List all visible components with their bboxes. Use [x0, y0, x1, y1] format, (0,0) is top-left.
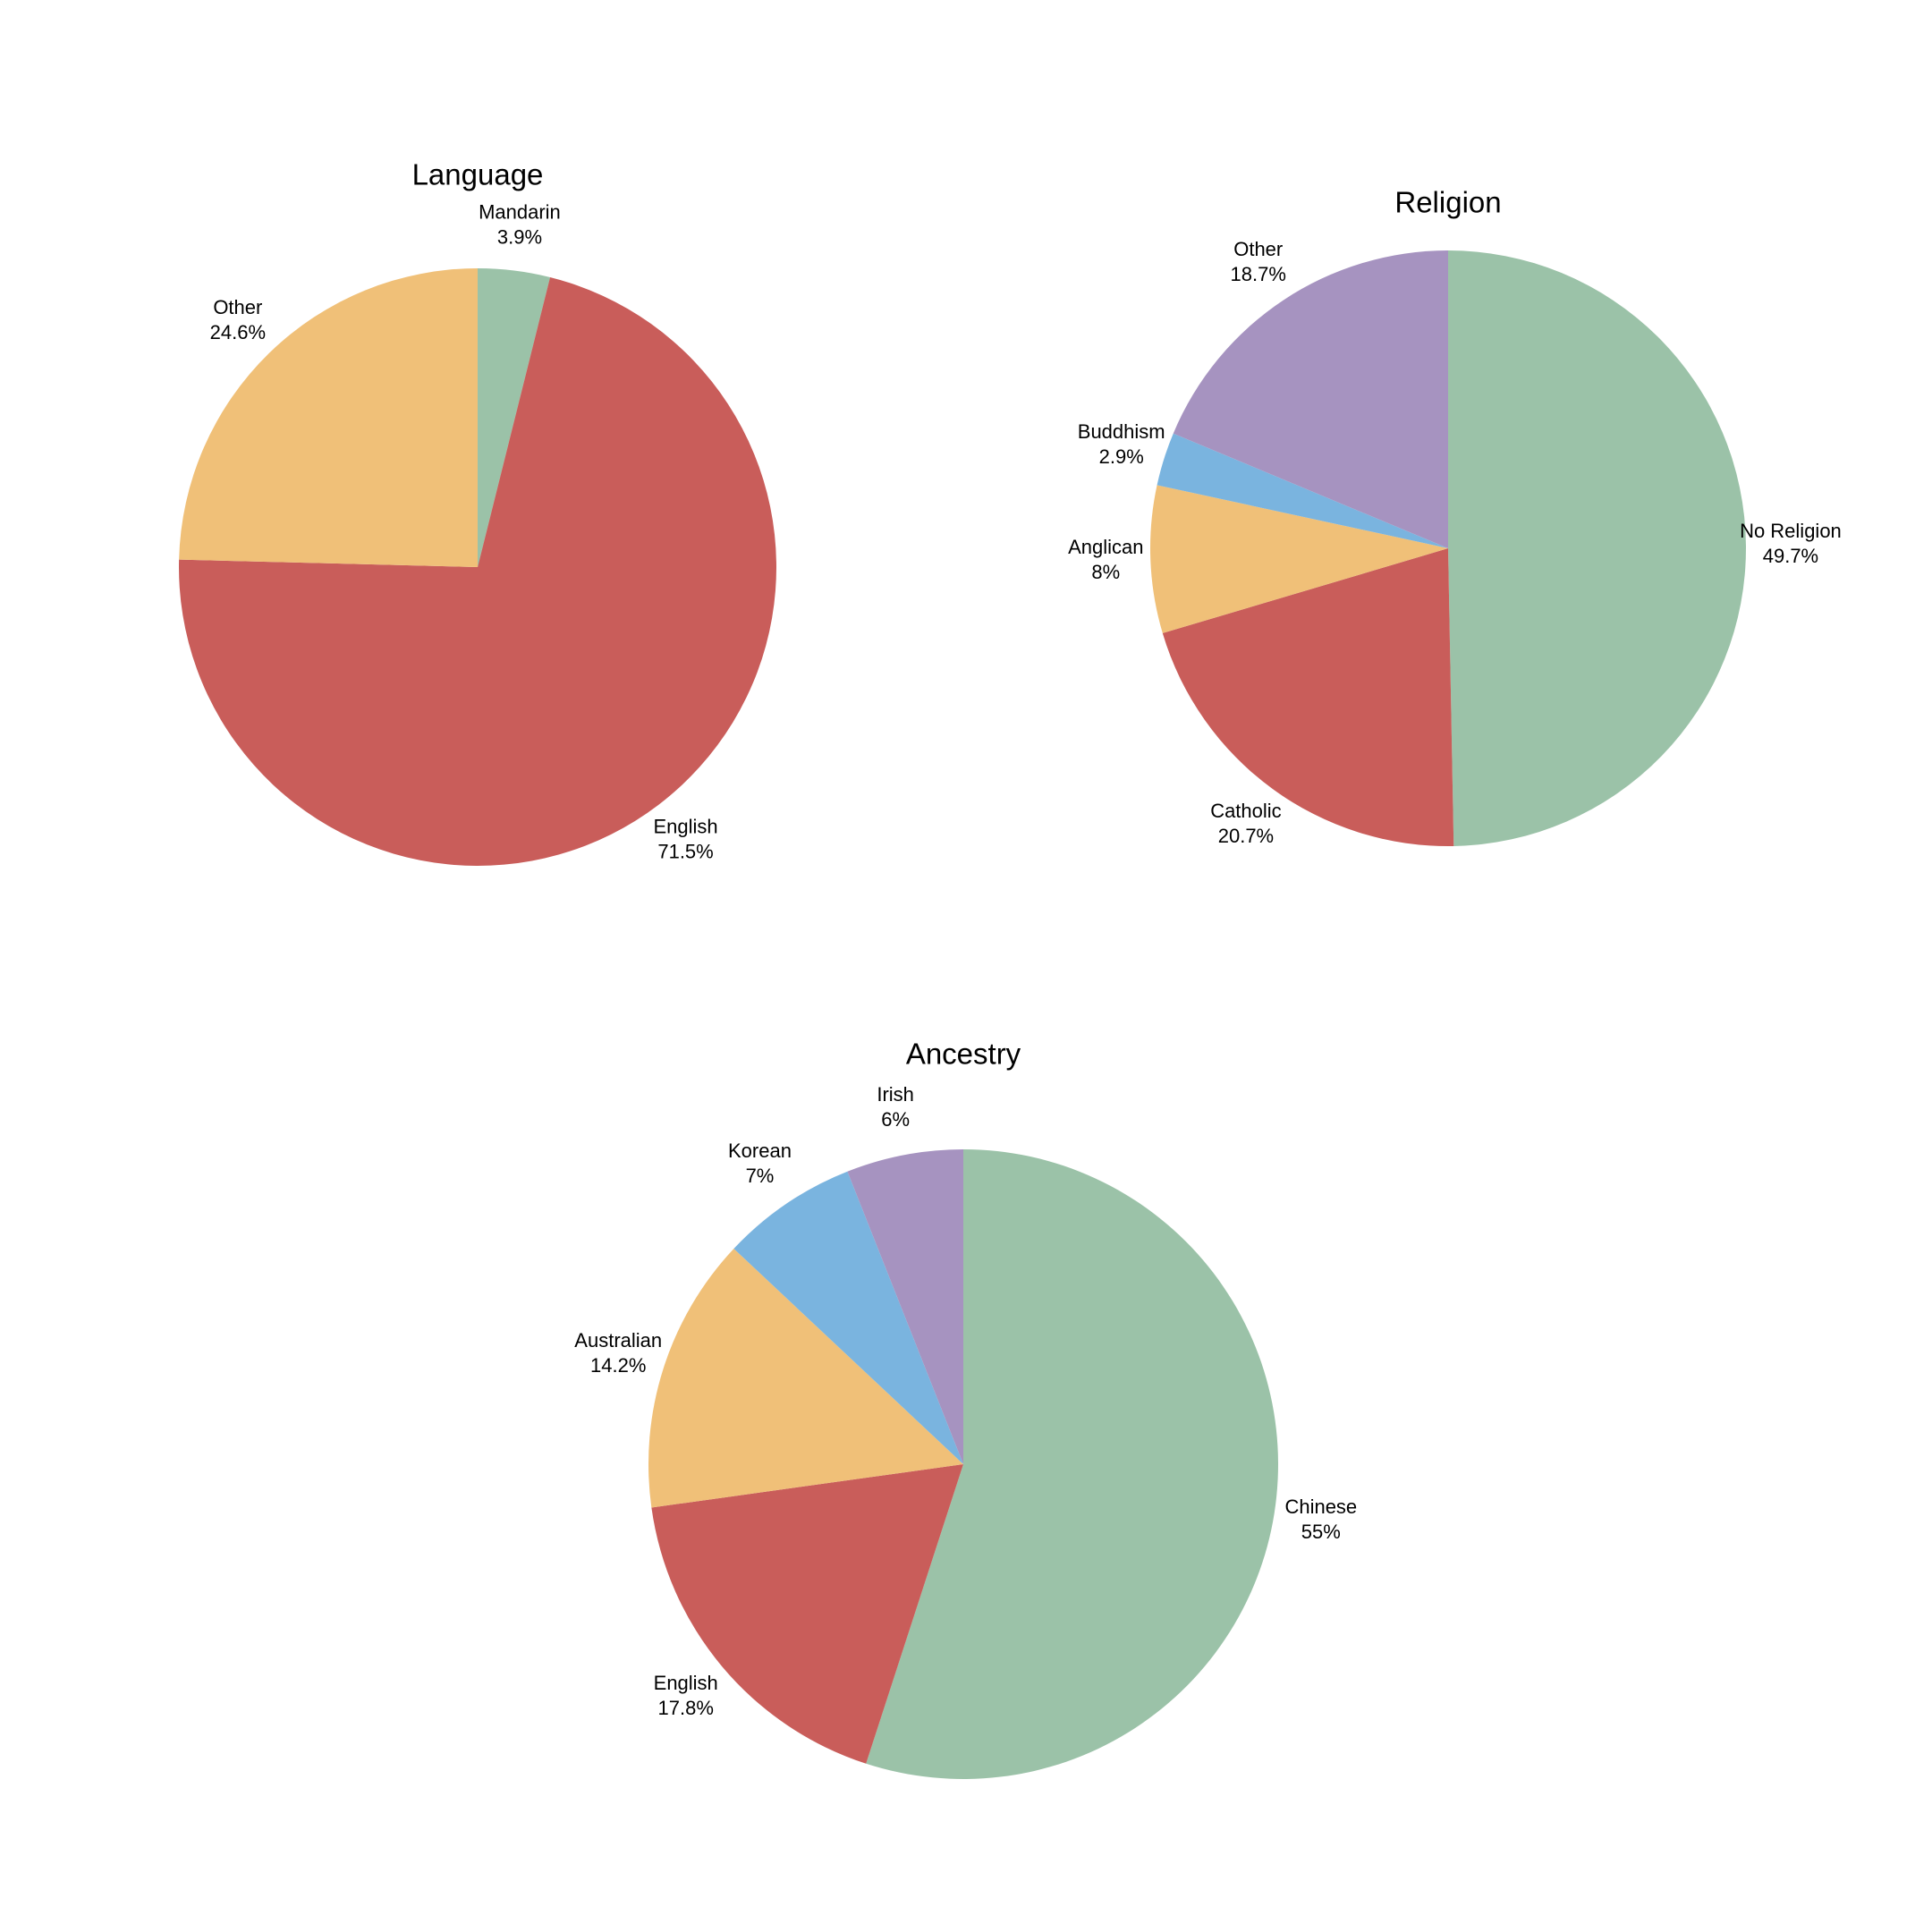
slice-label: Anglican — [1068, 536, 1143, 558]
slice-label: Australian — [574, 1329, 662, 1352]
slice-label: English — [654, 1672, 718, 1694]
slice-value-label: 14.2% — [590, 1354, 646, 1377]
slice-label: Mandarin — [479, 201, 561, 224]
pie-slice — [648, 1249, 963, 1508]
slice-label: Other — [1233, 238, 1283, 260]
slice-label: Irish — [877, 1083, 914, 1106]
slice-value-label: 2.9% — [1099, 445, 1144, 468]
slice-label: No Religion — [1740, 520, 1842, 542]
slice-value-label: 55% — [1301, 1521, 1341, 1543]
slice-label: Other — [213, 296, 262, 318]
pie-slice — [1162, 548, 1454, 846]
pie-slice — [1448, 250, 1747, 846]
pie-slice — [179, 268, 479, 567]
pie-slice — [179, 276, 777, 866]
pie-slice — [847, 1149, 963, 1464]
pie-slice — [1150, 485, 1448, 633]
slice-value-label: 18.7% — [1231, 263, 1286, 285]
pie-slice — [651, 1464, 963, 1764]
slice-value-label: 7% — [746, 1165, 775, 1187]
slice-label: Chinese — [1284, 1496, 1357, 1518]
pie-slice — [1157, 433, 1448, 548]
slice-value-label: 20.7% — [1218, 825, 1274, 847]
pie-slice — [866, 1149, 1278, 1779]
chart-title: Language — [412, 158, 544, 191]
slice-value-label: 71.5% — [657, 841, 713, 863]
chart-title: Religion — [1394, 186, 1501, 219]
slice-value-label: 8% — [1091, 561, 1120, 583]
slice-label: Catholic — [1210, 800, 1281, 822]
pie-slice — [1173, 250, 1448, 548]
pie-slice — [733, 1171, 963, 1464]
slice-value-label: 24.6% — [210, 321, 266, 343]
chart-title: Ancestry — [906, 1038, 1021, 1071]
slice-value-label: 49.7% — [1763, 545, 1818, 567]
slice-value-label: 3.9% — [497, 226, 542, 249]
pie-slice — [478, 268, 551, 567]
slice-value-label: 6% — [881, 1108, 910, 1131]
slice-value-label: 17.8% — [658, 1697, 714, 1719]
slice-label: Korean — [728, 1140, 792, 1162]
slice-label: English — [653, 816, 717, 838]
slice-label: Buddhism — [1078, 420, 1165, 443]
